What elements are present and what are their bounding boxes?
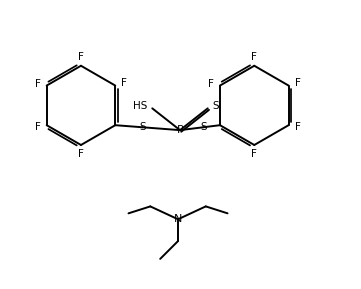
Text: F: F (251, 52, 257, 62)
Text: HS: HS (133, 101, 147, 111)
Text: S: S (139, 122, 146, 132)
Text: S: S (200, 122, 206, 132)
Text: F: F (295, 78, 300, 88)
Text: F: F (35, 79, 41, 89)
Text: P: P (177, 125, 183, 135)
Text: F: F (78, 149, 84, 159)
Text: F: F (35, 122, 41, 132)
Text: N: N (174, 214, 182, 224)
Text: F: F (121, 78, 127, 88)
Text: F: F (78, 52, 84, 62)
Text: F: F (251, 149, 257, 159)
Text: S: S (213, 101, 219, 111)
Text: F: F (295, 122, 300, 132)
Text: F: F (208, 79, 214, 89)
